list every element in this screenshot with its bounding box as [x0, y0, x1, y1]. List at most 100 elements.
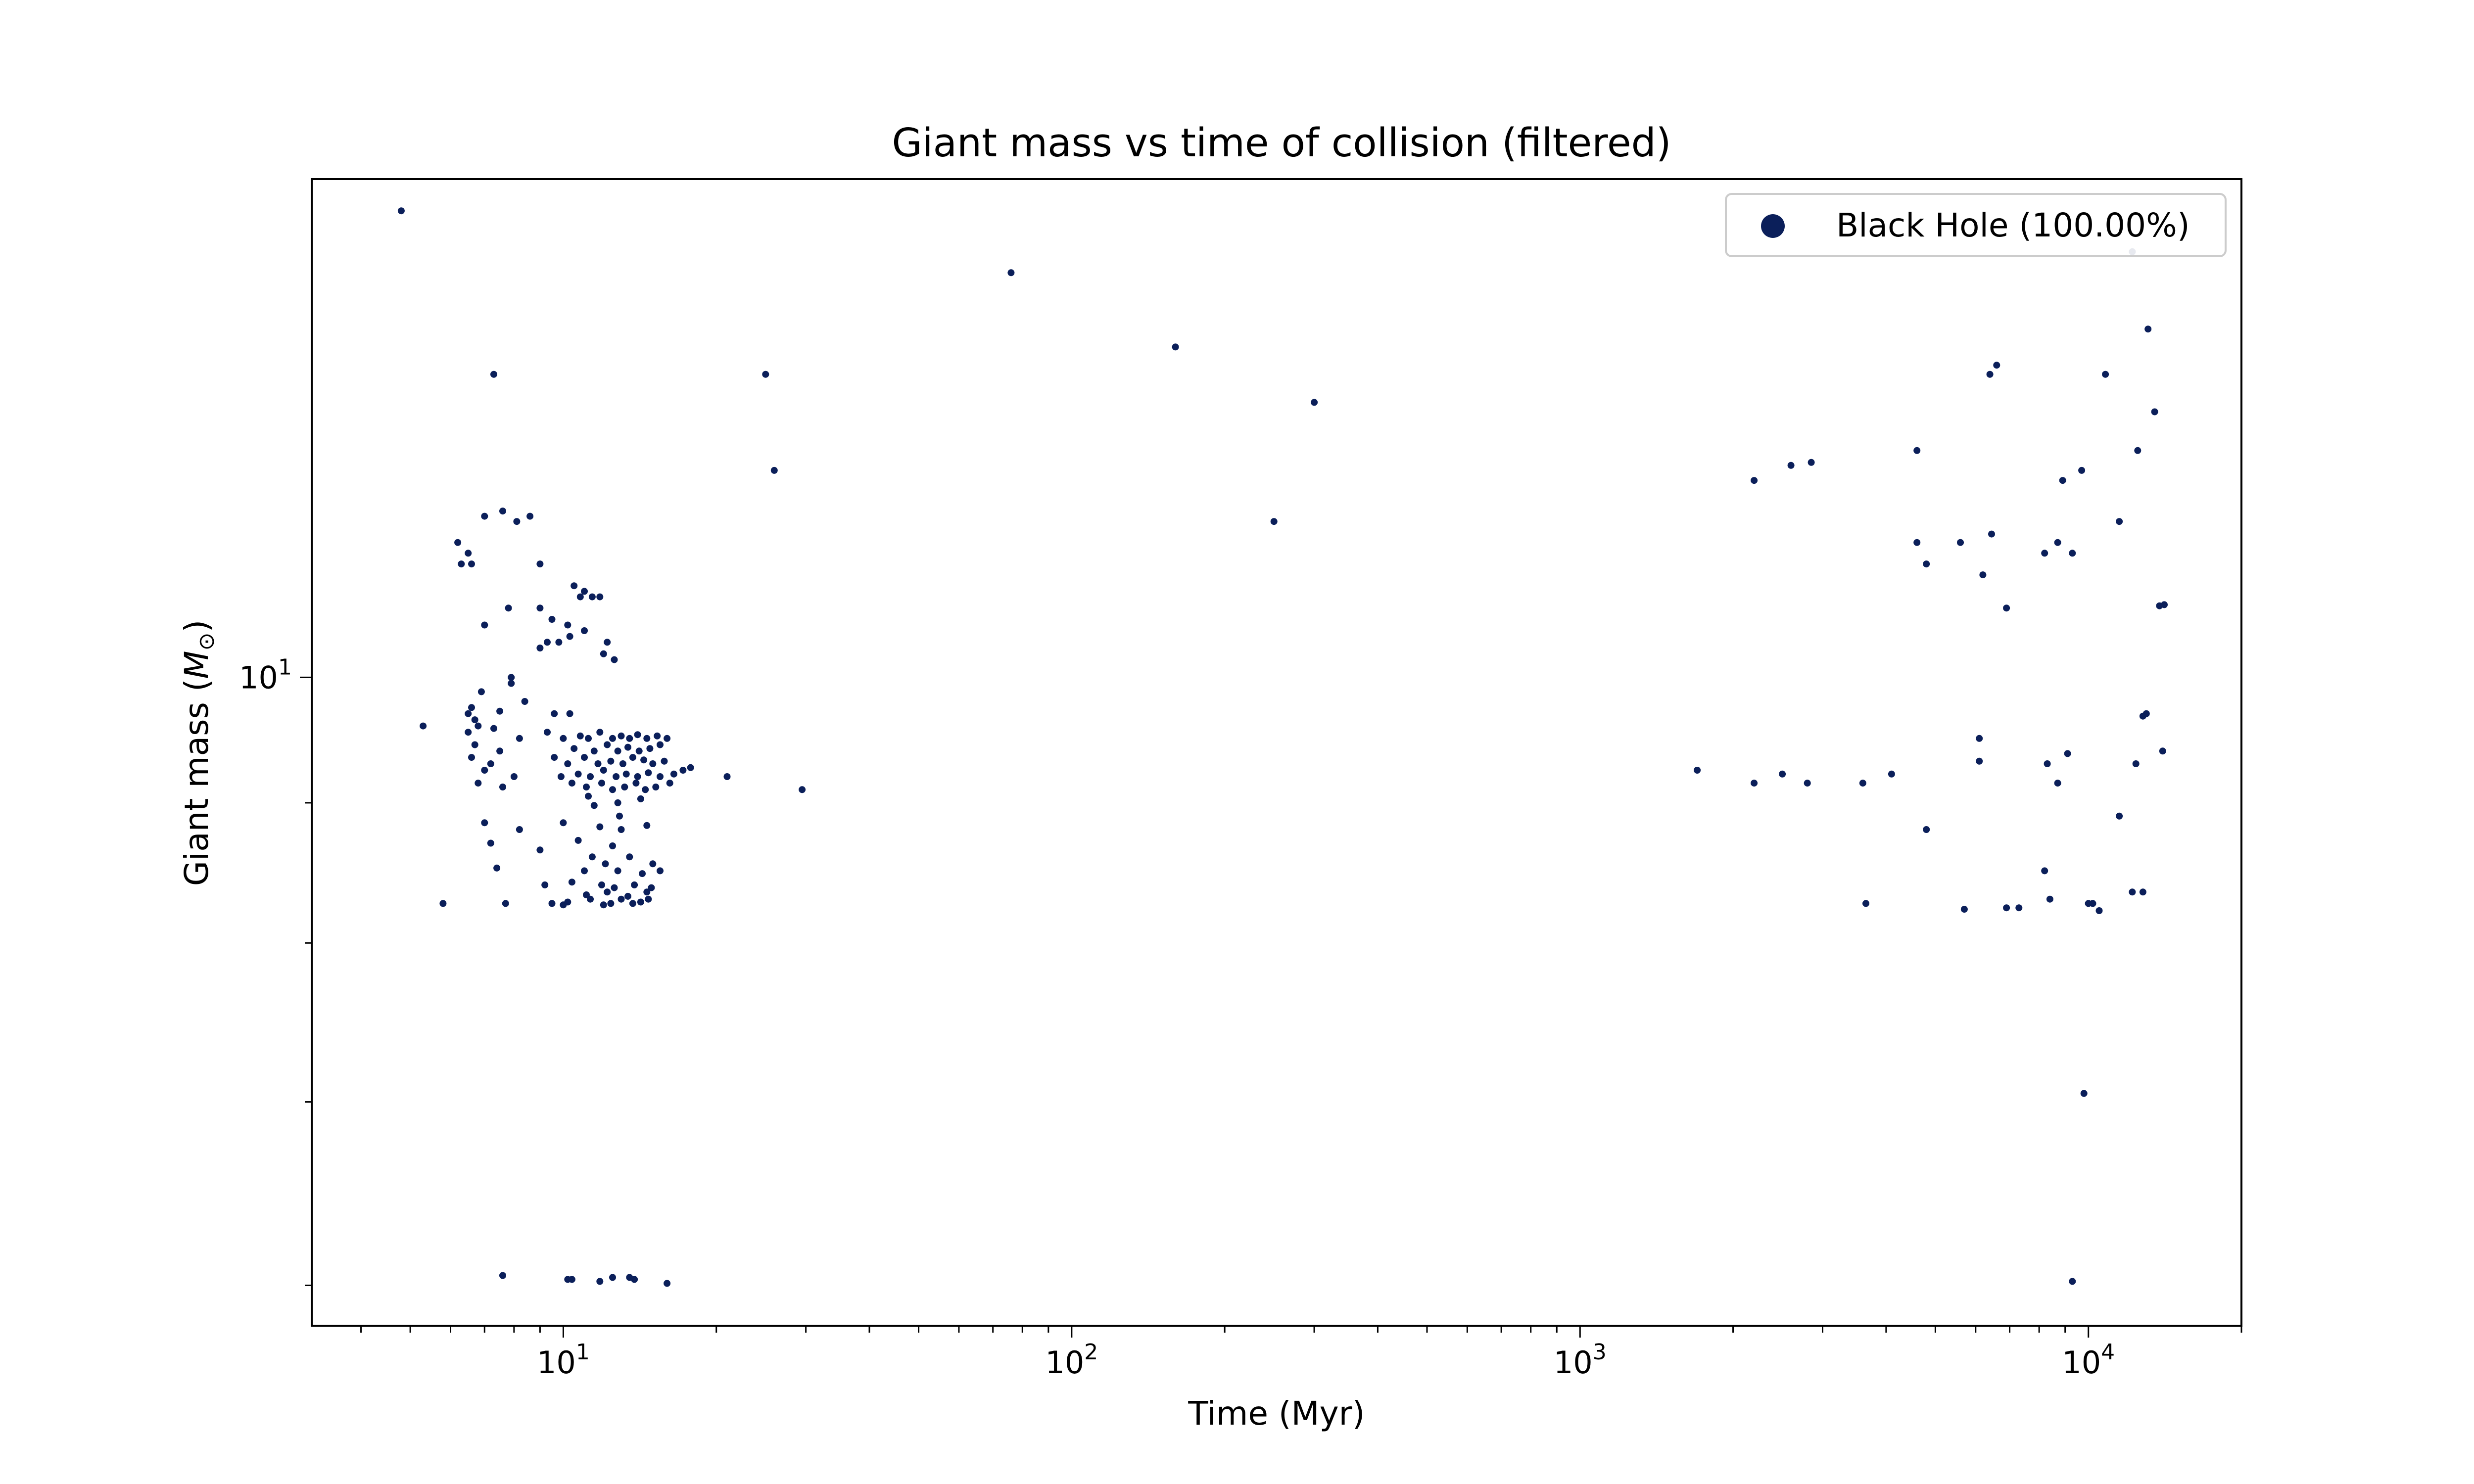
data-point — [465, 550, 472, 557]
data-point — [629, 900, 636, 907]
data-point — [551, 754, 558, 761]
data-point — [576, 732, 584, 740]
data-point — [505, 604, 512, 612]
data-point — [664, 1280, 671, 1287]
data-point — [590, 747, 598, 755]
data-point — [614, 867, 621, 875]
data-point — [1859, 780, 1866, 787]
x-tick-label: 104 — [2062, 1340, 2115, 1381]
data-point — [1172, 343, 1179, 351]
data-point — [502, 900, 509, 907]
data-point — [544, 639, 551, 646]
data-point — [602, 860, 609, 868]
data-point — [604, 888, 611, 896]
data-point — [619, 760, 626, 767]
data-point — [571, 745, 578, 752]
data-point — [548, 616, 556, 623]
data-point — [1862, 900, 1869, 907]
x-axis: 101 102 103 104 — [360, 1326, 2242, 1381]
data-point — [397, 207, 405, 215]
x-tick-base: 10 — [1554, 1345, 1593, 1381]
y-axis-label-subscript: ⊙ — [194, 633, 219, 651]
data-point — [516, 826, 523, 833]
data-point — [468, 754, 475, 761]
data-point — [571, 582, 578, 590]
data-point — [564, 621, 571, 629]
x-tick-label: 103 — [1554, 1340, 1607, 1381]
data-point — [1979, 571, 1987, 579]
data-point — [1779, 770, 1786, 778]
data-point — [516, 735, 523, 742]
y-tick-base: 10 — [239, 659, 278, 696]
data-point — [661, 757, 668, 765]
data-point — [481, 512, 488, 520]
data-point — [566, 633, 573, 640]
data-point — [624, 743, 631, 751]
data-point — [581, 867, 588, 875]
x-tick-label: 102 — [1045, 1340, 1098, 1381]
data-point — [2116, 518, 2123, 525]
legend-marker — [1761, 214, 1785, 238]
data-point — [576, 593, 584, 601]
data-point — [643, 888, 651, 896]
data-point — [646, 745, 654, 752]
data-point — [1923, 560, 1930, 568]
data-point — [560, 901, 567, 909]
y-tick-exponent: 1 — [278, 654, 292, 680]
data-point — [643, 735, 651, 742]
data-point — [624, 892, 631, 900]
data-point — [508, 674, 515, 681]
data-point — [588, 853, 596, 861]
data-point — [548, 900, 556, 907]
data-point — [607, 757, 615, 765]
data-point — [420, 722, 427, 730]
data-point — [604, 639, 611, 646]
data-point — [654, 732, 661, 740]
x-tick-exponent: 4 — [2101, 1340, 2115, 1365]
data-point — [1988, 530, 1995, 538]
data-point — [490, 725, 497, 732]
data-point — [499, 508, 506, 515]
data-point — [2085, 900, 2092, 907]
data-point — [465, 729, 472, 736]
x-tick-base: 10 — [1045, 1345, 1084, 1381]
data-point — [770, 466, 778, 474]
data-point — [1787, 462, 1795, 469]
data-point — [481, 767, 488, 774]
data-point — [652, 784, 660, 790]
data-point — [1993, 362, 2000, 369]
data-point — [609, 842, 616, 849]
data-point — [598, 780, 605, 787]
data-point — [596, 729, 604, 736]
data-point — [536, 846, 544, 854]
data-point — [555, 639, 563, 646]
x-axis-label: Time (Myr) — [1188, 1394, 1365, 1433]
chart-title: Giant mass vs time of collision (filtere… — [892, 120, 1671, 166]
data-point — [637, 795, 644, 802]
data-point — [2129, 888, 2136, 896]
data-point — [581, 588, 588, 595]
data-point — [1311, 399, 1318, 406]
data-point — [468, 560, 475, 568]
data-point — [645, 769, 652, 777]
data-point — [587, 773, 594, 780]
data-point — [670, 770, 677, 778]
data-point — [611, 656, 618, 663]
data-point — [1804, 780, 1811, 787]
data-point — [2041, 867, 2048, 875]
data-point — [2069, 550, 2076, 557]
data-point — [609, 786, 616, 793]
y-axis-label-symbol: M — [178, 650, 216, 679]
data-point — [574, 836, 582, 844]
data-point — [499, 784, 506, 790]
data-point — [439, 900, 447, 907]
data-point — [493, 864, 501, 872]
data-point — [2078, 466, 2086, 474]
data-point — [536, 645, 544, 651]
x-tick-base: 10 — [2062, 1345, 2101, 1381]
data-point — [2080, 1090, 2088, 1097]
x-tick-base: 10 — [537, 1345, 576, 1381]
data-point — [649, 760, 657, 767]
data-point — [544, 729, 551, 736]
